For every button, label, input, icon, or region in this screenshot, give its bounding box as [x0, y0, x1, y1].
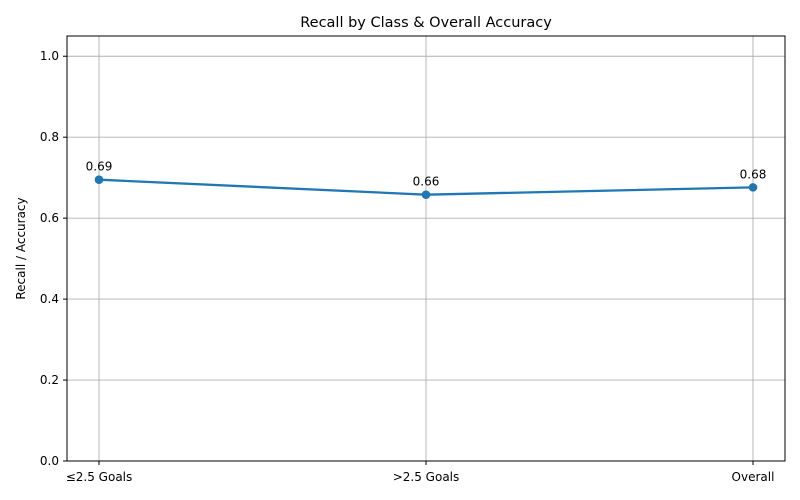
data-label: 0.68 — [740, 167, 767, 181]
grid — [67, 36, 785, 462]
y-tick-label: 1.0 — [40, 49, 59, 63]
data-point — [94, 175, 104, 184]
tick-labels: 0.0 0.2 0.4 0.6 0.8 1.0 ≤2.5 Goals >2.5 Goals Ov… — [40, 49, 775, 484]
y-tick-label: 0.4 — [40, 292, 59, 306]
data-label: 0.69 — [86, 160, 113, 174]
y-tick-label: 0.8 — [40, 130, 59, 144]
series — [94, 175, 758, 199]
y-tick-label: 0.0 — [40, 454, 59, 468]
y-axis-label: Recall / Accuracy — [14, 197, 28, 299]
data-point — [421, 190, 431, 199]
x-tick-label: Overall — [732, 470, 775, 484]
y-tick-label: 0.2 — [40, 373, 59, 387]
data-labels: 0.69 0.66 0.68 — [86, 160, 767, 189]
data-label: 0.66 — [413, 175, 440, 189]
x-tick-label: ≤2.5 Goals — [66, 470, 133, 484]
x-tick-label: >2.5 Goals — [393, 470, 460, 484]
chart-title: Recall by Class & Overall Accuracy — [300, 15, 552, 31]
y-tick-label: 0.6 — [40, 211, 59, 225]
data-point — [748, 183, 758, 192]
